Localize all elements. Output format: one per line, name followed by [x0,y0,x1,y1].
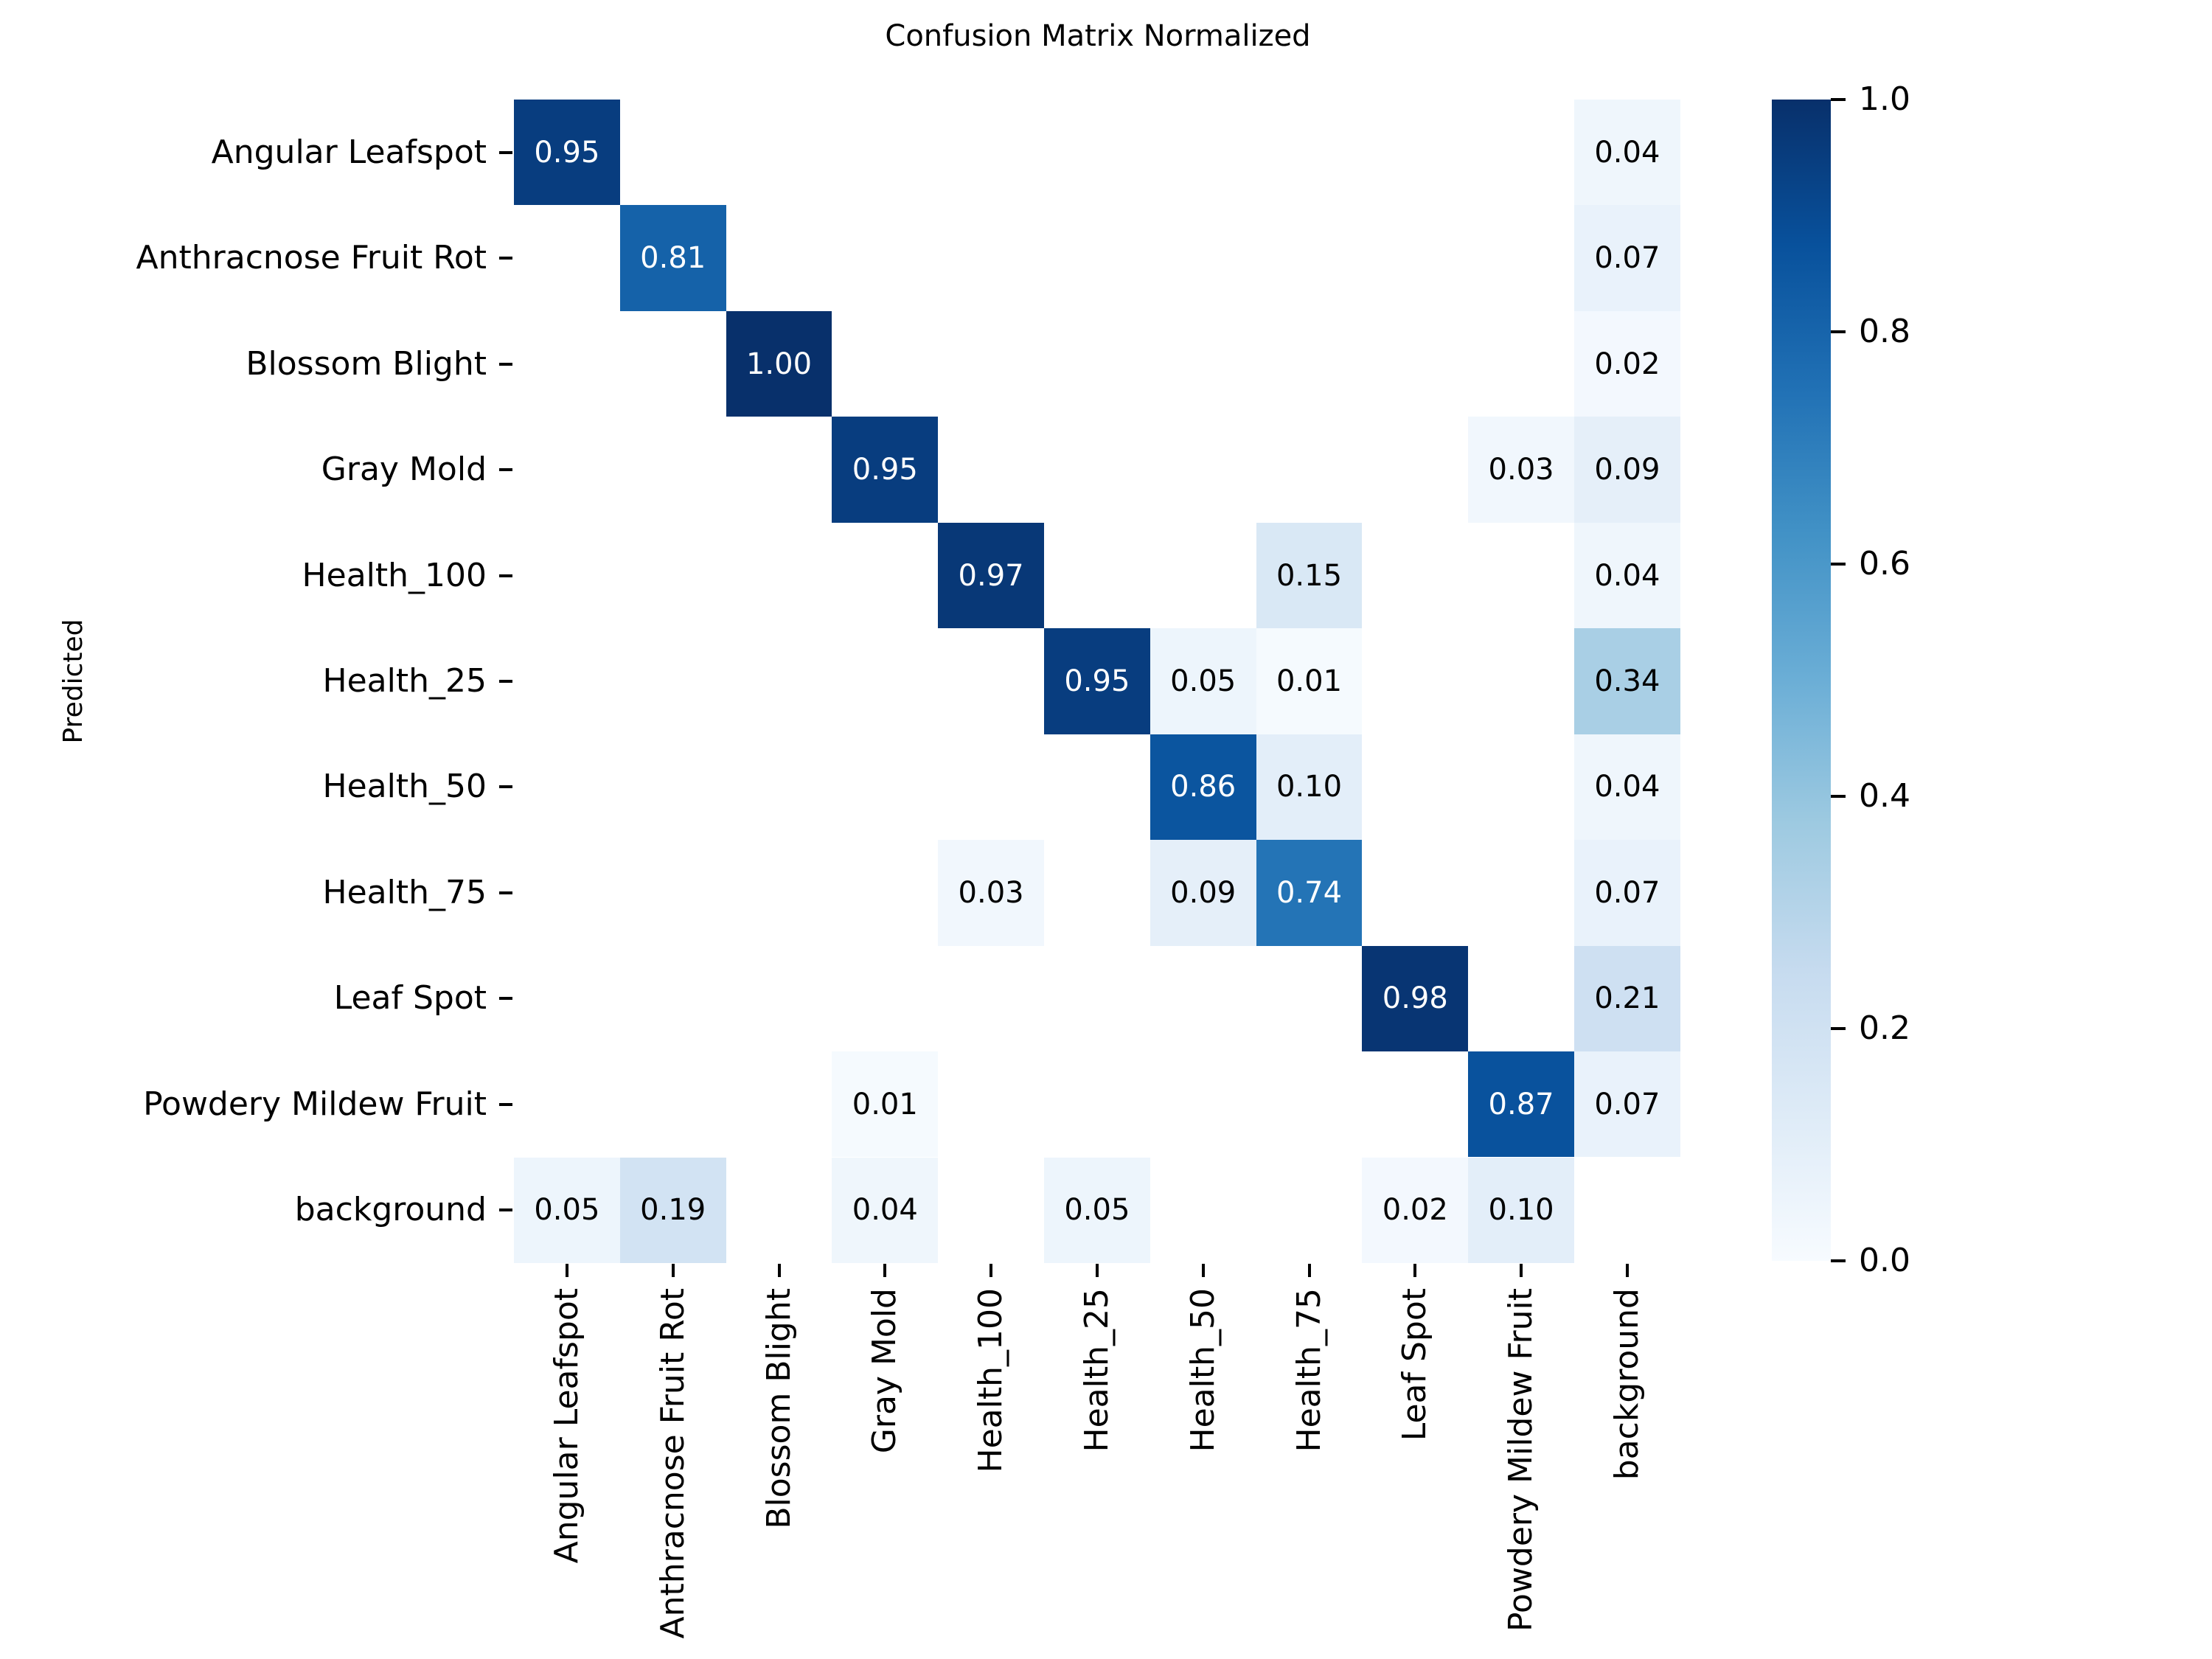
heatmap-plot-area: 0.95 0.04 0.81 0.07 1.00 0.02 0.95 0.03 0.09 0.97… [514,100,1680,1263]
heatmap-cell: 0.87 [1468,1051,1574,1158]
heatmap-cell: 0.03 [1468,417,1574,523]
x-tick-label: Anthracnose Fruit Rot [653,1288,692,1639]
y-axis-tick [499,891,512,894]
heatmap-cell: 0.01 [832,1051,939,1158]
y-axis-tick [499,1208,512,1212]
y-axis-tick [499,1102,512,1106]
y-tick-label: background [294,1191,487,1229]
x-axis-tick [777,1264,781,1277]
heatmap-cell: 0.05 [1150,628,1256,734]
y-axis-tick [499,785,512,789]
y-axis-tick [499,362,512,366]
heatmap-cell: 0.21 [1574,945,1680,1052]
x-axis-tick [990,1264,993,1277]
heatmap-cell: 0.19 [619,1157,726,1263]
colorbar-tick-label: 0.8 [1859,313,1910,350]
colorbar-tick-label: 0.4 [1859,777,1910,815]
heatmap-cell: 0.05 [514,1157,620,1263]
heatmap-cell: 0.97 [938,522,1044,629]
x-axis-tick [565,1264,568,1277]
heatmap-cell: 0.10 [1256,734,1363,841]
heatmap-cell: 0.09 [1574,417,1680,523]
heatmap-cell: 0.81 [619,205,726,311]
heatmap-cell: 0.15 [1256,522,1363,629]
x-axis-tick [1520,1264,1523,1277]
colorbar-tick [1831,563,1846,566]
colorbar-tick-label: 0.2 [1859,1009,1910,1047]
colorbar-tick-label: 0.0 [1859,1242,1910,1279]
heatmap-cell: 0.07 [1574,1051,1680,1158]
y-tick-label: Powdery Mildew Fruit [143,1085,487,1123]
heatmap-cell: 0.98 [1362,945,1469,1052]
y-axis-tick [499,468,512,472]
y-axis-tick [499,257,512,260]
colorbar-tick [1831,98,1846,101]
y-tick-label: Health_100 [302,556,487,594]
colorbar [1772,100,1831,1261]
colorbar-tick-label: 0.6 [1859,545,1910,582]
x-tick-label: background [1607,1288,1646,1481]
x-axis-tick [1095,1264,1099,1277]
x-tick-label: Health_25 [1077,1288,1116,1453]
heatmap-cell: 0.04 [1574,734,1680,841]
heatmap-cell: 0.01 [1256,628,1363,734]
y-tick-label: Angular Leafspot [211,133,487,171]
colorbar-tick [1831,1259,1846,1262]
heatmap-cell: 0.95 [832,417,939,523]
colorbar-tick-label: 1.0 [1859,80,1910,118]
y-axis-tick [499,150,512,154]
heatmap-cell: 0.02 [1574,310,1680,417]
y-tick-label: Health_75 [322,873,487,911]
heatmap-cell: 0.09 [1150,840,1256,946]
x-axis-tick [1413,1264,1417,1277]
y-axis-tick [499,574,512,577]
x-axis-tick [1625,1264,1629,1277]
heatmap-cell: 0.03 [938,840,1044,946]
heatmap-cell: 1.00 [726,310,832,417]
colorbar-tick [1831,330,1846,333]
x-tick-label: Blossom Blight [759,1288,798,1529]
y-axis-tick [499,997,512,1001]
y-axis-tick [499,679,512,683]
x-axis-tick [1307,1264,1311,1277]
heatmap-cell: 0.34 [1574,628,1680,734]
heatmap-cell: 0.04 [832,1157,939,1263]
colorbar-tick [1831,795,1846,798]
x-axis-tick [1201,1264,1205,1277]
y-tick-label: Health_25 [322,661,487,700]
heatmap-cell: 0.04 [1574,100,1680,206]
heatmap-cell: 0.86 [1150,734,1256,841]
y-tick-label: Blossom Blight [246,344,487,383]
heatmap-cell: 0.07 [1574,840,1680,946]
x-axis-tick [671,1264,675,1277]
x-tick-label: Health_50 [1183,1288,1222,1453]
heatmap-cell: 0.07 [1574,205,1680,311]
heatmap-cell: 0.10 [1468,1157,1574,1263]
x-tick-label: Powdery Mildew Fruit [1502,1288,1540,1632]
y-tick-label: Gray Mold [321,451,487,489]
colorbar-tick [1831,1027,1846,1030]
heatmap-cell: 0.05 [1044,1157,1150,1263]
x-axis-tick [883,1264,887,1277]
x-tick-label: Health_75 [1290,1288,1328,1453]
heatmap-cell: 0.95 [514,100,620,206]
heatmap-cell: 0.02 [1362,1157,1469,1263]
heatmap-cell: 0.95 [1044,628,1150,734]
x-tick-label: Health_100 [972,1288,1010,1473]
x-tick-label: Gray Mold [866,1288,904,1454]
y-tick-label: Leaf Spot [333,979,487,1018]
heatmap-cell: 0.74 [1256,840,1363,946]
chart-title: Confusion Matrix Normalized [885,19,1311,53]
y-tick-label: Health_50 [322,768,487,806]
heatmap-cell: 0.04 [1574,522,1680,629]
y-tick-label: Anthracnose Fruit Rot [136,239,487,277]
x-tick-label: Angular Leafspot [547,1288,585,1564]
x-tick-label: Leaf Spot [1396,1288,1434,1441]
